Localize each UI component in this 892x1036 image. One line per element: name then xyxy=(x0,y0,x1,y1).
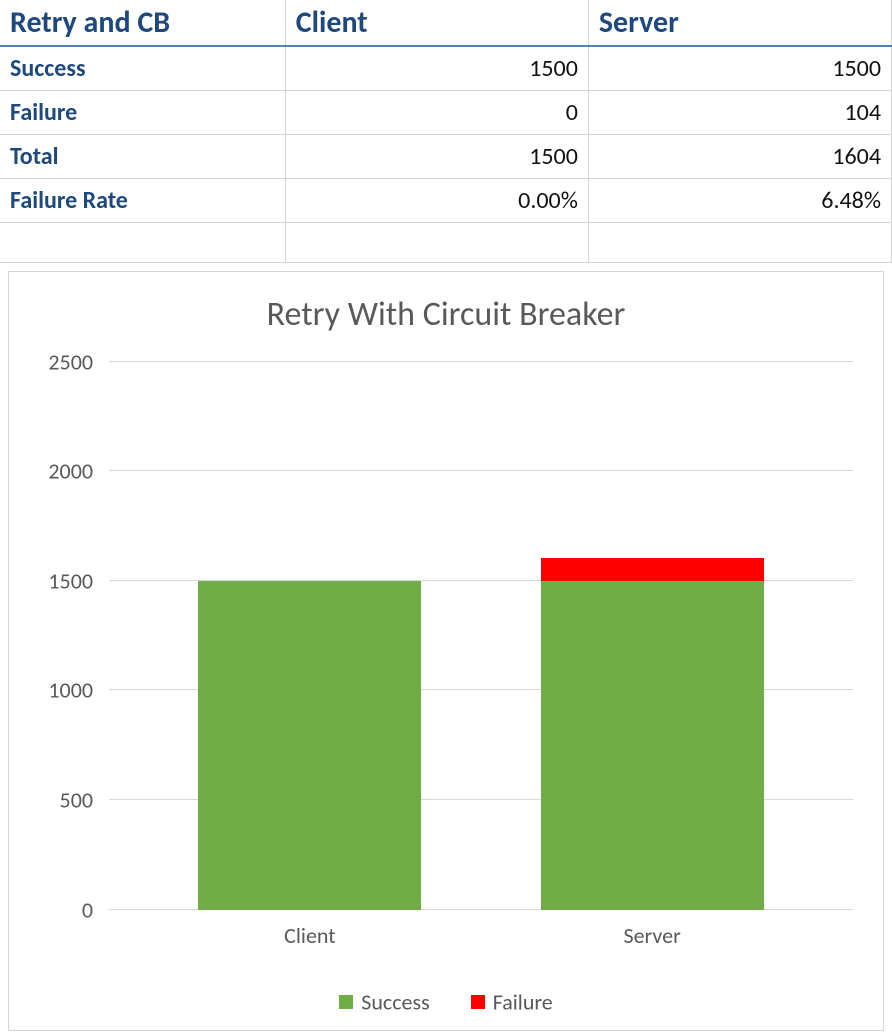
ytick-label: 0 xyxy=(82,896,93,923)
cell-failurerate-client: 0.00% xyxy=(285,178,588,222)
chart-plot-area: 05001000150020002500ClientServer xyxy=(109,362,853,910)
retry-cb-table: Retry and CB Client Server Success 1500 … xyxy=(0,0,892,263)
cell-success-server: 1500 xyxy=(588,46,891,90)
cell-success-client: 1500 xyxy=(285,46,588,90)
ytick-label: 1500 xyxy=(48,567,93,594)
bar-segment-success xyxy=(541,581,764,910)
table-header-row: Retry and CB Client Server xyxy=(0,0,892,46)
ytick-label: 1000 xyxy=(48,677,93,704)
table-row: Failure Rate 0.00% 6.48% xyxy=(0,178,892,222)
cell-total-client: 1500 xyxy=(285,134,588,178)
cell-failurerate-server: 6.48% xyxy=(588,178,891,222)
data-table: Retry and CB Client Server Success 1500 … xyxy=(0,0,892,263)
table-row: Failure 0 104 xyxy=(0,90,892,134)
bar-group xyxy=(198,362,421,910)
cell-total-server: 1604 xyxy=(588,134,891,178)
table-row: Total 1500 1604 xyxy=(0,134,892,178)
legend-item-success: Success xyxy=(339,986,429,1015)
cell-failure-client: 0 xyxy=(285,90,588,134)
chart-container: Retry With Circuit Breaker 0500100015002… xyxy=(8,271,884,1031)
chart-title: Retry With Circuit Breaker xyxy=(9,272,883,343)
empty-cell xyxy=(285,222,588,262)
header-retry-cb: Retry and CB xyxy=(0,0,285,46)
row-label-total: Total xyxy=(0,134,285,178)
ytick-label: 2500 xyxy=(48,348,93,375)
xtick-label: Client xyxy=(284,922,336,949)
legend-swatch-success xyxy=(339,995,353,1009)
bar-segment-success xyxy=(198,581,421,910)
ytick-label: 2000 xyxy=(48,458,93,485)
legend-label-success: Success xyxy=(361,989,429,1016)
header-server: Server xyxy=(588,0,891,46)
empty-cell xyxy=(588,222,891,262)
bar-group xyxy=(541,362,764,910)
xtick-label: Server xyxy=(623,922,680,949)
row-label-success: Success xyxy=(0,46,285,90)
legend-label-failure: Failure xyxy=(493,989,553,1016)
table-row: Success 1500 1500 xyxy=(0,46,892,90)
row-label-failurerate: Failure Rate xyxy=(0,178,285,222)
chart-legend: Success Failure xyxy=(9,986,883,1015)
ytick-label: 500 xyxy=(60,786,93,813)
table-empty-row xyxy=(0,222,892,262)
legend-item-failure: Failure xyxy=(471,986,553,1015)
bar-segment-failure xyxy=(541,558,764,581)
legend-swatch-failure xyxy=(471,995,485,1009)
empty-cell xyxy=(0,222,285,262)
cell-failure-server: 104 xyxy=(588,90,891,134)
header-client: Client xyxy=(285,0,588,46)
row-label-failure: Failure xyxy=(0,90,285,134)
